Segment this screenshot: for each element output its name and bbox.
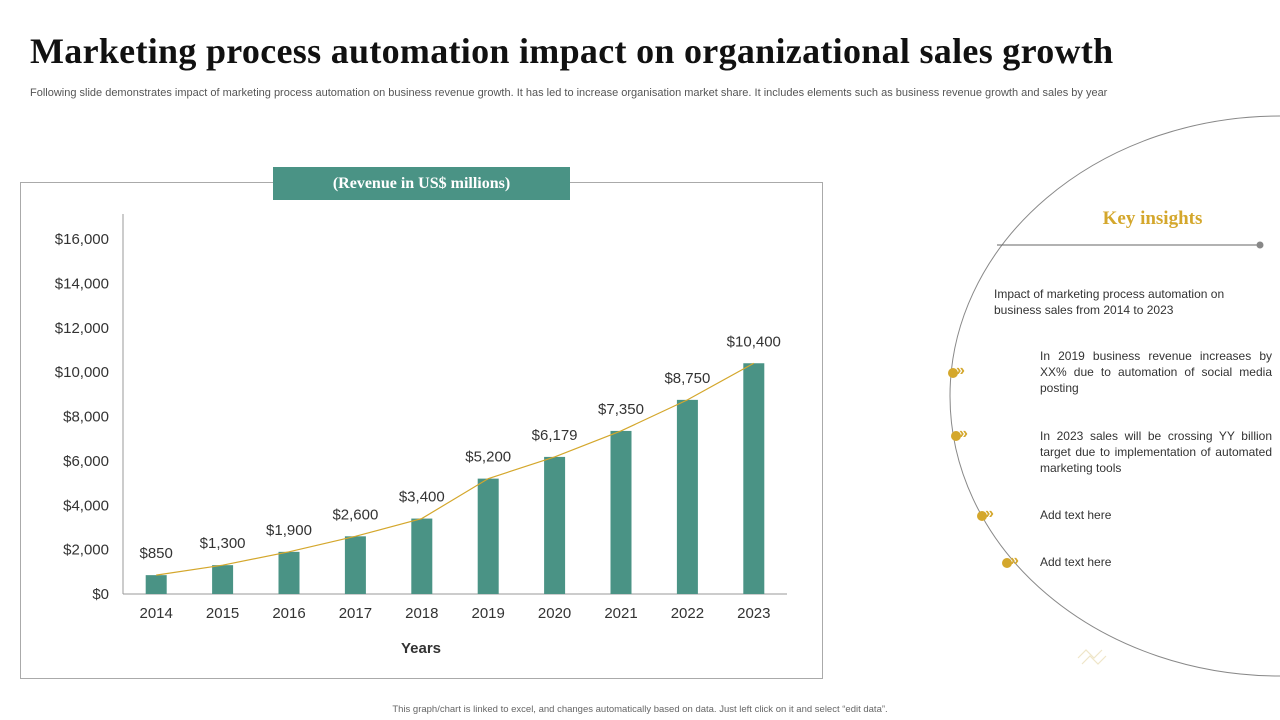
divider-end-dot bbox=[1256, 241, 1264, 249]
bar-2019 bbox=[477, 478, 499, 594]
bar-2017 bbox=[344, 536, 366, 594]
bar-2020 bbox=[544, 456, 566, 594]
insight-item-3: Add text here bbox=[1040, 508, 1112, 522]
y-tick-label: $10,000 bbox=[55, 364, 109, 381]
y-tick-label: $16,000 bbox=[55, 231, 109, 248]
bullet-dot-icon bbox=[977, 511, 987, 521]
x-tick-label: 2018 bbox=[405, 605, 438, 622]
key-insights-intro: Impact of marketing process automation o… bbox=[994, 287, 1225, 317]
y-tick-label: $6,000 bbox=[63, 453, 109, 470]
bullet-dot-icon bbox=[951, 431, 961, 441]
insight-item-2: In 2023 sales will be crossing YY billio… bbox=[1040, 429, 1272, 475]
x-tick-label: 2022 bbox=[671, 605, 704, 622]
x-tick-label: 2014 bbox=[140, 605, 173, 622]
double-chevron-right-icon: » bbox=[1010, 552, 1019, 569]
data-label-2020: $6,179 bbox=[532, 427, 578, 444]
chart-title-label: (Revenue in US$ millions) bbox=[273, 167, 570, 200]
decorative-zigzag-icon bbox=[1077, 649, 1107, 665]
data-label-2019: $5,200 bbox=[465, 449, 511, 466]
data-label-2015: $1,300 bbox=[200, 535, 246, 552]
y-tick-label: $8,000 bbox=[63, 409, 109, 426]
bar-2014 bbox=[145, 575, 167, 594]
insights-arc bbox=[949, 115, 1280, 677]
x-tick-label: 2015 bbox=[206, 605, 239, 622]
double-chevron-right-icon: » bbox=[956, 362, 965, 379]
double-chevron-right-icon: » bbox=[959, 425, 968, 442]
x-tick-label: 2020 bbox=[538, 605, 571, 622]
y-tick-label: $2,000 bbox=[63, 542, 109, 559]
y-tick-label: $14,000 bbox=[55, 275, 109, 292]
bar-2018 bbox=[411, 518, 433, 594]
y-tick-label: $12,000 bbox=[55, 320, 109, 337]
trend-line bbox=[156, 362, 755, 576]
bullet-dot-icon bbox=[948, 368, 958, 378]
data-label-2017: $2,600 bbox=[332, 506, 378, 523]
bar-2015 bbox=[212, 565, 234, 594]
bar-2021 bbox=[610, 430, 632, 594]
data-label-2014: $850 bbox=[140, 545, 173, 562]
insight-item-1: In 2019 business revenue increases by XX… bbox=[1040, 349, 1272, 395]
x-tick-label: 2023 bbox=[737, 605, 770, 622]
key-insights-title: Key insights bbox=[1102, 208, 1203, 229]
data-label-2023: $10,400 bbox=[727, 333, 781, 350]
page-title: Marketing process automation impact on o… bbox=[30, 31, 1114, 71]
bar-2016 bbox=[278, 551, 300, 594]
x-tick-label: 2019 bbox=[472, 605, 505, 622]
data-label-2016: $1,900 bbox=[266, 522, 312, 539]
x-axis-title: Years bbox=[401, 640, 441, 657]
insight-item-4: Add text here bbox=[1040, 555, 1112, 569]
data-label-2018: $3,400 bbox=[399, 489, 445, 506]
x-tick-label: 2017 bbox=[339, 605, 372, 622]
y-tick-label: $0 bbox=[92, 586, 109, 603]
x-tick-label: 2021 bbox=[604, 605, 637, 622]
double-chevron-right-icon: » bbox=[985, 505, 994, 522]
bullet-dot-icon bbox=[1002, 558, 1012, 568]
page-subtitle: Following slide demonstrates impact of m… bbox=[30, 87, 1108, 99]
bar-2023 bbox=[743, 363, 765, 594]
data-label-2022: $8,750 bbox=[664, 370, 710, 387]
data-label-2021: $7,350 bbox=[598, 401, 644, 418]
bar-2022 bbox=[676, 399, 698, 594]
x-tick-label: 2016 bbox=[272, 605, 305, 622]
y-tick-label: $4,000 bbox=[63, 497, 109, 514]
footer-note: This graph/chart is linked to excel, and… bbox=[392, 704, 888, 715]
